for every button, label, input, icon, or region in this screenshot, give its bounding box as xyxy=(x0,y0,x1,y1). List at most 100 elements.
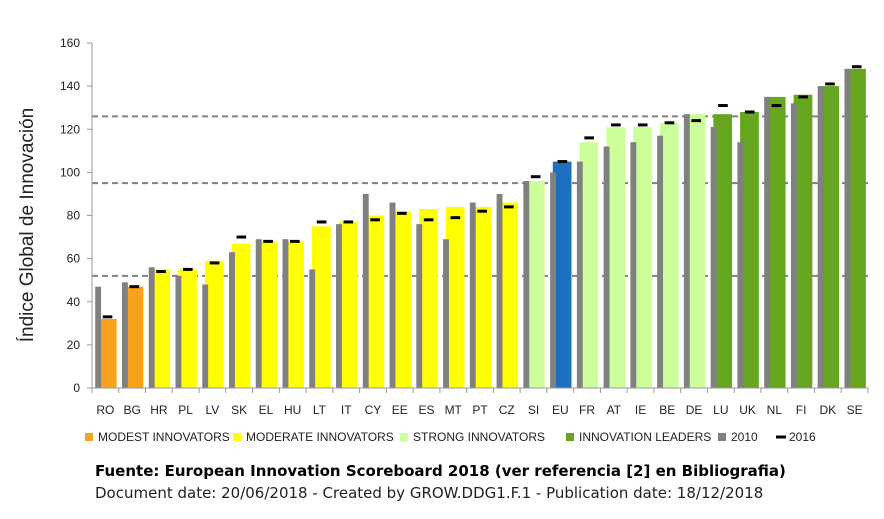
marker-2016-lt xyxy=(316,220,327,224)
y-tick-label-160: 160 xyxy=(60,36,80,50)
bar-group-de xyxy=(683,114,706,388)
bar-2018-at xyxy=(606,127,626,388)
marker-2016-lu xyxy=(718,104,728,108)
marker-2016-mt xyxy=(450,216,461,220)
x-tick-label-eu: EU xyxy=(552,403,569,417)
bar-2010-lv xyxy=(202,284,209,388)
bar-group-lv xyxy=(202,260,224,388)
legend-label-bar2010: 2010 xyxy=(731,430,758,444)
x-tick-label-es: ES xyxy=(418,403,434,417)
bar-group-mt xyxy=(443,206,465,388)
marker-2016-it xyxy=(343,220,354,224)
bar-group-pl xyxy=(175,267,197,388)
y-tick-label-80: 80 xyxy=(67,209,81,223)
x-tick-label-it: IT xyxy=(341,403,352,417)
x-tick-label-nl: NL xyxy=(767,403,783,417)
y-tick-label-0: 0 xyxy=(73,381,80,395)
marker-2016-si xyxy=(530,175,541,179)
bar-group-se xyxy=(844,65,866,388)
x-tick-label-bg: BG xyxy=(123,403,140,417)
bar-2010-pt xyxy=(469,202,476,388)
legend: MODEST INNOVATORS MODERATE INNOVATORS STRO… xyxy=(85,430,816,444)
bar-2018-dk xyxy=(820,86,840,388)
bar-2010-hu xyxy=(282,239,289,388)
bar-group-ie xyxy=(630,123,652,388)
x-tick-label-be: BE xyxy=(659,403,675,417)
x-tick-label-se: SE xyxy=(847,403,863,417)
bar-2010-ee xyxy=(389,202,396,388)
x-tick-label-pl: PL xyxy=(178,403,193,417)
marker-2016-cz xyxy=(504,205,514,209)
bar-2010-it xyxy=(336,224,342,388)
x-tick-label-ro: RO xyxy=(96,403,114,417)
bar-group-dk xyxy=(817,82,840,388)
legend-label-marker2016: 2016 xyxy=(789,430,816,444)
bar-2010-fr xyxy=(576,161,583,388)
x-tick-label-uk: UK xyxy=(739,403,756,417)
bar-2010-ie xyxy=(630,142,637,388)
bar-group-ee xyxy=(389,202,411,388)
bar-series xyxy=(95,65,866,388)
axes: RO BG HR PL LV SK EL HU LT IT CY EE ES MT PT CZ SI EU FR AT… xyxy=(60,36,869,417)
bar-2018-de xyxy=(686,114,706,388)
bar-2018-si xyxy=(526,181,545,388)
y-tick-label-120: 120 xyxy=(60,122,80,136)
legend-label-leaders: INNOVATION LEADERS xyxy=(579,430,711,444)
bar-group-fi xyxy=(790,94,813,388)
bar-2018-lt xyxy=(311,226,331,388)
legend-swatch-strong xyxy=(400,433,408,441)
bar-2018-lu xyxy=(713,114,733,388)
marker-2016-fr xyxy=(584,136,594,140)
marker-2016-es xyxy=(423,218,434,222)
x-tick-label-dk: DK xyxy=(820,403,837,417)
bar-2018-mt xyxy=(445,206,465,388)
y-axis-title-wrap: Índice Global de Innovación xyxy=(8,60,48,390)
bar-2018-nl xyxy=(766,96,786,388)
bar-2018-eu xyxy=(552,161,572,388)
y-tick-label-60: 60 xyxy=(67,252,81,266)
bar-2018-cy xyxy=(365,215,385,388)
bar-group-eu xyxy=(550,160,572,388)
x-tick-label-pt: PT xyxy=(472,403,488,417)
bar-2010-bg xyxy=(121,282,128,388)
source-caption: Fuente: European Innovation Scoreboard 2… xyxy=(95,462,786,480)
y-tick-label-40: 40 xyxy=(67,295,81,309)
legend-label-strong: STRONG INNOVATORS xyxy=(413,430,545,444)
bar-group-pt xyxy=(469,202,492,388)
marker-2016-cy xyxy=(370,218,380,222)
bar-2010-be xyxy=(657,135,664,388)
x-tick-label-lt: LT xyxy=(313,403,327,417)
x-tick-label-sk: SK xyxy=(231,403,247,417)
bar-2018-ee xyxy=(392,211,411,388)
bar-2010-lu xyxy=(710,127,717,388)
marker-2016-ro xyxy=(102,315,113,319)
bar-group-el xyxy=(255,239,278,388)
x-tick-label-ie: IE xyxy=(635,403,646,417)
x-tick-label-ee: EE xyxy=(392,403,408,417)
bar-2010-mt xyxy=(443,239,449,388)
bar-group-uk xyxy=(737,110,759,388)
x-tick-label-lv: LV xyxy=(206,403,220,417)
bar-2018-fr xyxy=(579,142,599,388)
bar-group-ro xyxy=(95,286,117,388)
marker-2016-pl xyxy=(182,267,193,271)
bar-group-hr xyxy=(148,267,171,388)
x-tick-label-hr: HR xyxy=(150,403,168,417)
bar-2018-pl xyxy=(178,269,197,388)
legend-swatch-leaders xyxy=(566,433,574,441)
bar-2018-bg xyxy=(124,286,144,388)
bar-2018-se xyxy=(847,68,866,388)
bar-2010-sk xyxy=(229,252,235,388)
legend-swatch-moderate xyxy=(233,433,241,441)
bar-group-sk xyxy=(229,235,251,388)
bar-group-nl xyxy=(764,96,786,388)
bar-2018-lv xyxy=(204,260,224,388)
x-tick-label-fi: FI xyxy=(796,403,807,417)
bar-2010-pl xyxy=(175,275,182,388)
bar-2018-cz xyxy=(499,202,518,388)
bar-group-hu xyxy=(282,239,304,388)
bar-2010-dk xyxy=(817,86,824,388)
x-tick-label-at: AT xyxy=(607,403,622,417)
marker-2016-eu xyxy=(557,160,568,164)
bar-2010-cy xyxy=(362,193,369,388)
